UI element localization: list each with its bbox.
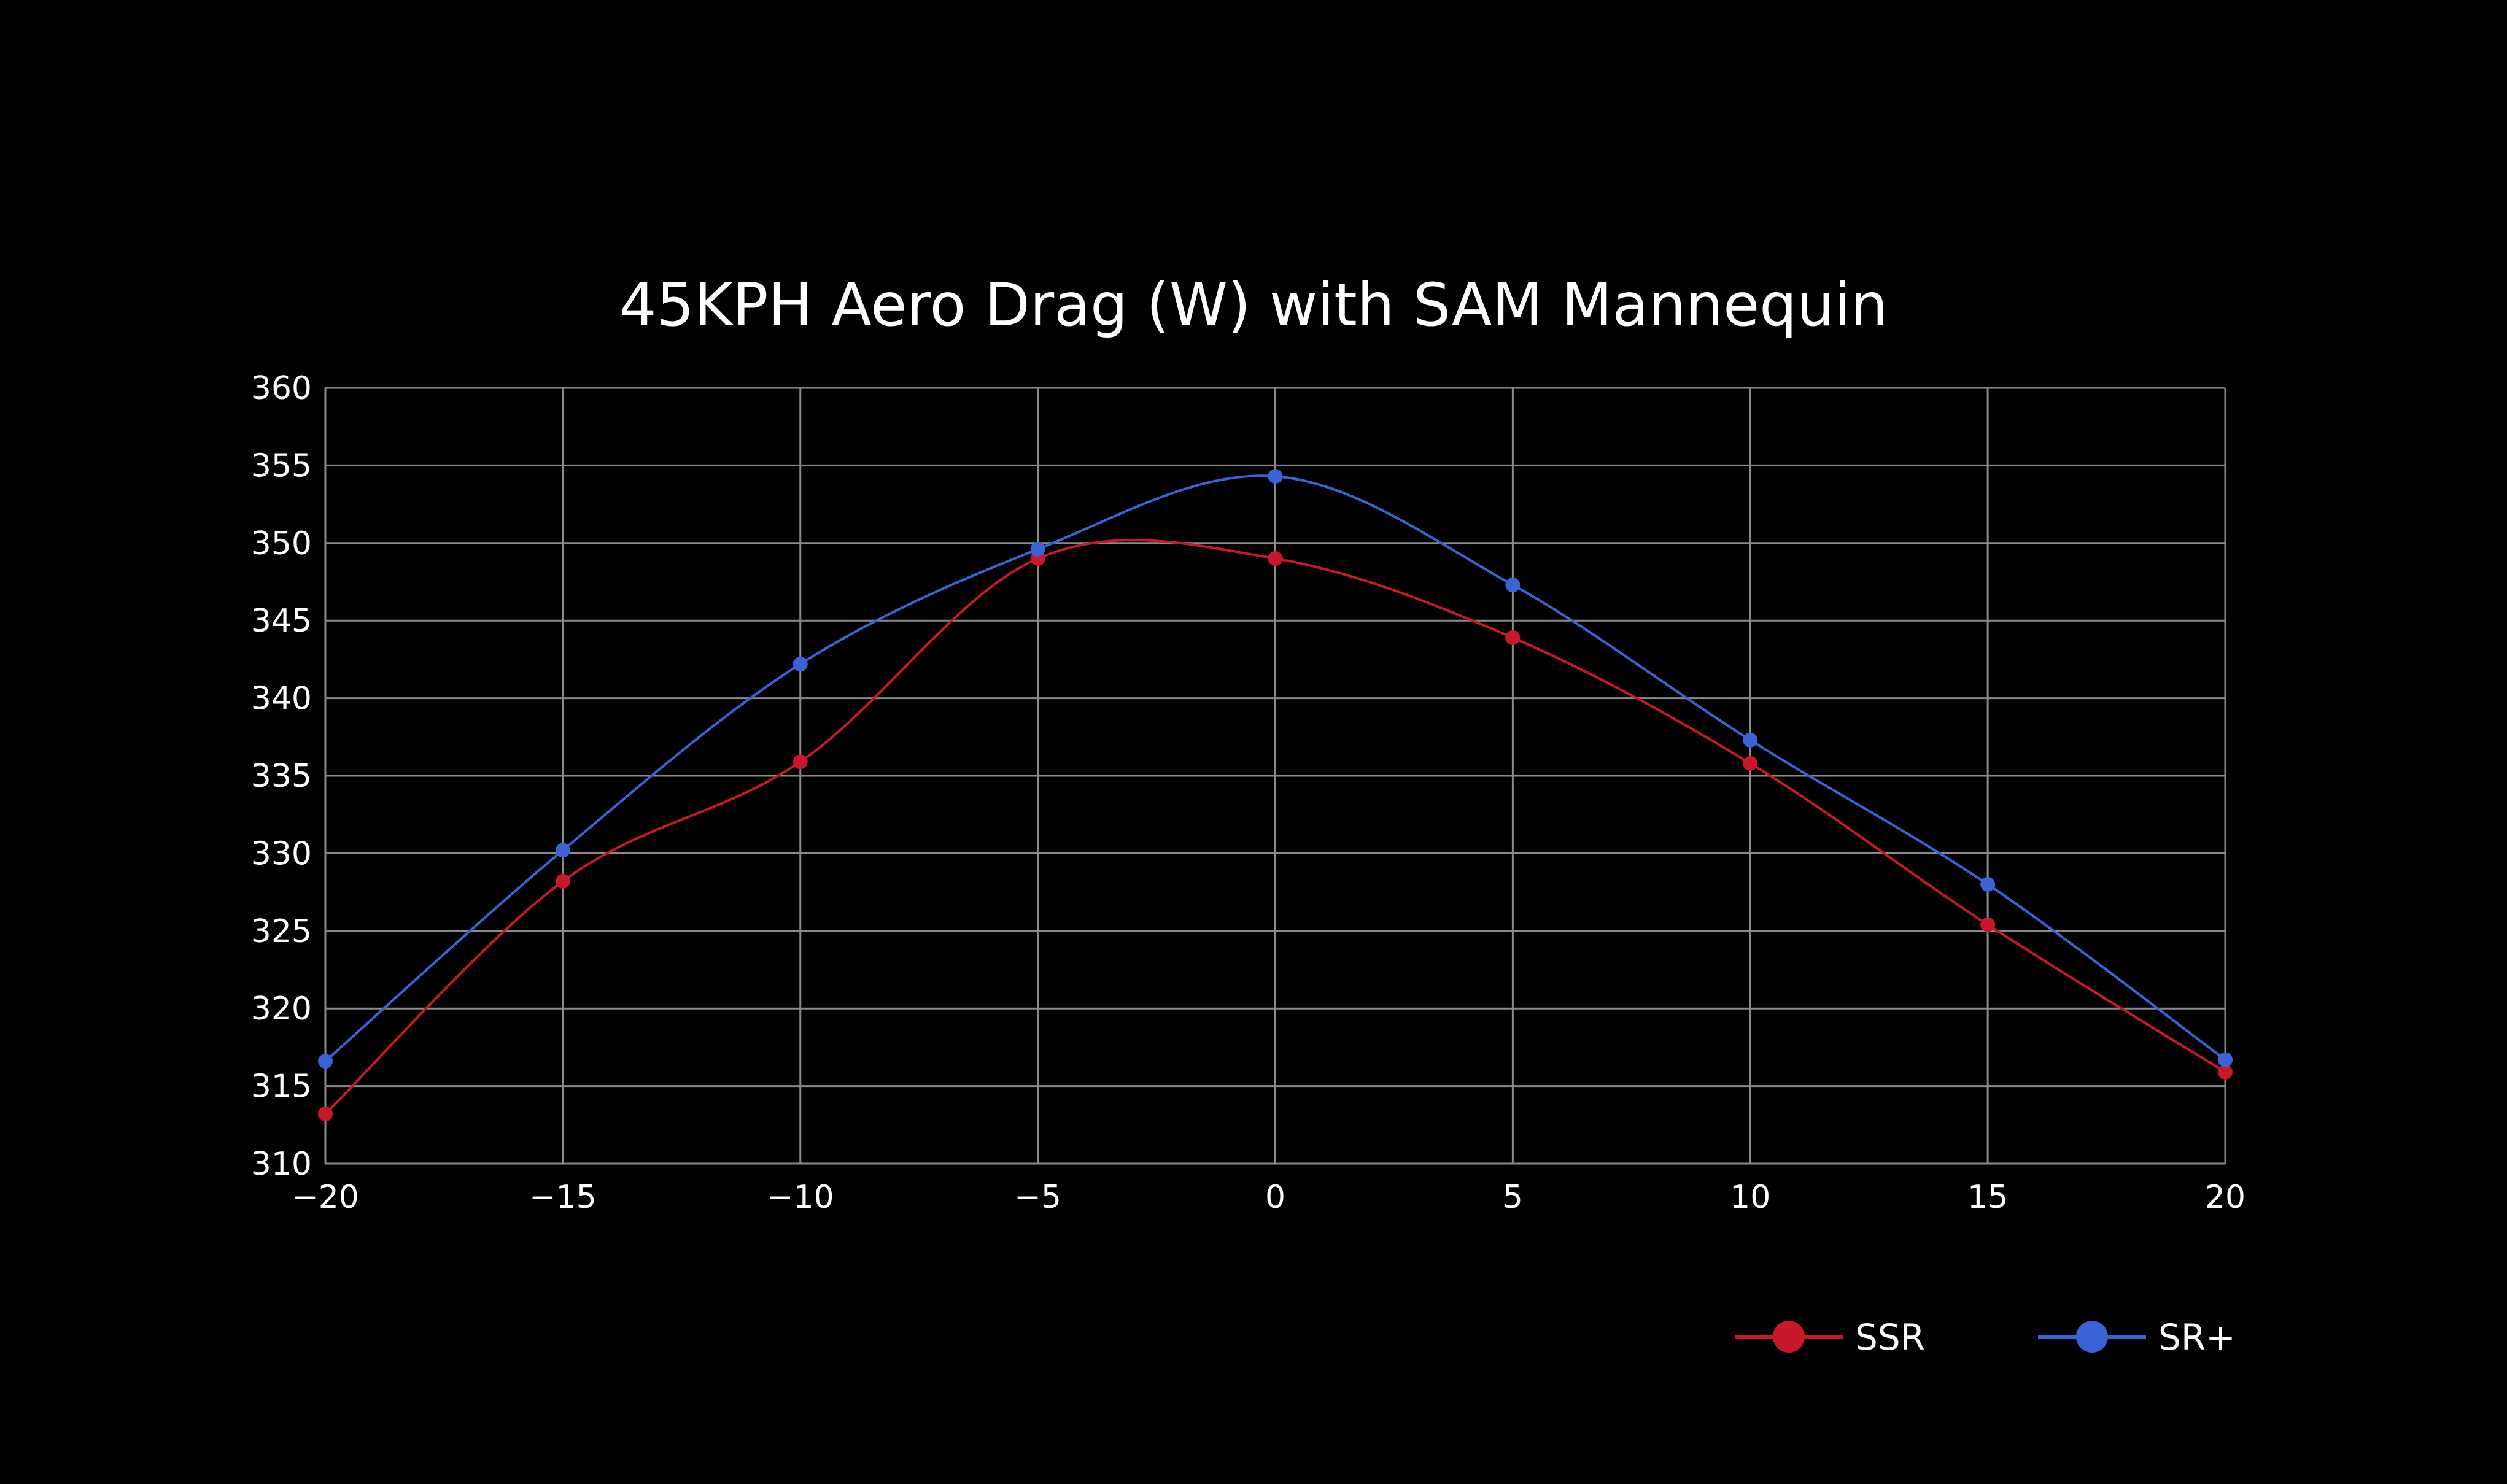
data-point [792, 754, 808, 770]
y-tick-label: 335 [251, 758, 312, 795]
x-tick-label: 20 [2205, 1179, 2245, 1216]
y-tick-label: 325 [251, 913, 312, 950]
legend: SSR SR+ [1735, 1316, 2236, 1358]
data-point [1743, 732, 1758, 748]
data-point [1505, 630, 1521, 646]
legend-item: SR+ [2038, 1316, 2236, 1358]
y-axis-ticks: 310 315 320 325 330 335 340 345 350 355 360 [251, 370, 312, 1183]
data-point [1743, 756, 1758, 771]
x-tick-label: −5 [1014, 1179, 1061, 1216]
series-group [318, 469, 2233, 1122]
legend-swatch-marker [2076, 1321, 2108, 1353]
x-axis-ticks: −20 −15 −10 −5 0 5 10 15 20 [292, 1179, 2245, 1216]
x-tick-label: 5 [1503, 1179, 1523, 1216]
series-line [324, 539, 2226, 1115]
data-point [1980, 876, 1996, 892]
y-tick-label: 355 [251, 447, 312, 484]
legend-item: SSR [1735, 1316, 1925, 1358]
x-tick-label: −20 [292, 1179, 359, 1216]
data-point [792, 656, 808, 671]
data-point [1505, 578, 1521, 593]
legend-swatch-marker [1773, 1321, 1805, 1353]
y-tick-label: 345 [251, 603, 312, 640]
data-point [318, 1054, 333, 1069]
data-point [555, 873, 570, 889]
legend-label: SSR [1855, 1316, 1925, 1358]
legend-label: SR+ [2158, 1316, 2236, 1358]
x-tick-label: −10 [767, 1179, 834, 1216]
y-tick-label: 340 [251, 681, 312, 717]
data-point [318, 1107, 333, 1122]
data-point [2218, 1064, 2233, 1080]
x-tick-label: 10 [1730, 1179, 1770, 1216]
x-tick-label: −15 [529, 1179, 597, 1216]
x-tick-label: 15 [1967, 1179, 2008, 1216]
data-point [2218, 1052, 2233, 1067]
y-tick-label: 320 [251, 991, 312, 1027]
x-tick-label: 0 [1265, 1179, 1285, 1216]
grid [324, 387, 2226, 1165]
data-point [1030, 541, 1045, 557]
series-ssr [318, 539, 2233, 1122]
y-tick-label: 360 [251, 370, 312, 407]
series-sr- [318, 469, 2233, 1069]
y-tick-label: 350 [251, 525, 312, 562]
data-point [1268, 469, 1283, 484]
y-tick-label: 315 [251, 1069, 312, 1105]
data-point [1268, 551, 1283, 566]
y-tick-label: 330 [251, 835, 312, 872]
chart-title: 45KPH Aero Drag (W) with SAM Mannequin [619, 271, 1888, 339]
data-point [1980, 917, 1996, 932]
y-tick-label: 310 [251, 1146, 312, 1183]
data-point [555, 843, 570, 858]
